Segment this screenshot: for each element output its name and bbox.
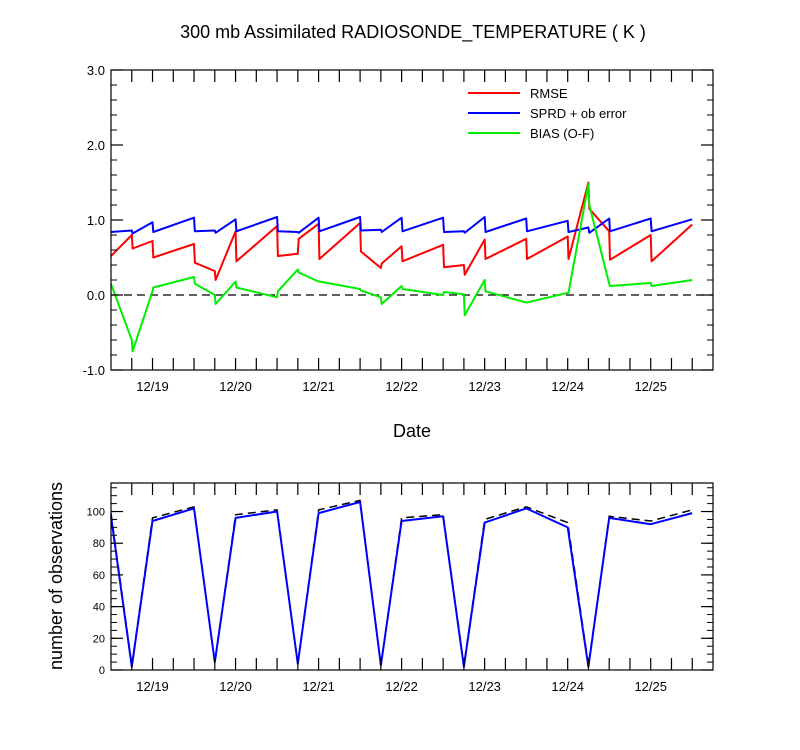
x-tick-label: 12/24 [551, 379, 584, 394]
x-tick-label: 12/24 [551, 679, 584, 694]
legend-label: RMSE [530, 86, 568, 101]
x-tick-label: 12/22 [385, 379, 418, 394]
x-tick-label: 12/21 [302, 379, 335, 394]
top-series-lines [110, 181, 693, 353]
bottom-plot-frame [110, 482, 714, 671]
y-tick-label: 20 [93, 633, 105, 645]
top-chart: 12/19 12/20 12/21 12/22 12/23 12/24 12/25 -1.0 0… [83, 63, 714, 441]
x-tick-label: 12/22 [385, 679, 418, 694]
legend-label: SPRD + ob error [530, 106, 627, 121]
x-tick-label: 12/23 [468, 379, 501, 394]
y-tick-label: 1.0 [87, 213, 105, 228]
x-tick-label: 12/20 [219, 679, 252, 694]
top-axis-ticks: 12/19 12/20 12/21 12/22 12/23 12/24 12/25 -1.0 0… [83, 63, 713, 394]
bottom-series-lines [110, 499, 693, 668]
y-tick-label: 60 [93, 570, 105, 582]
top-x-axis-label: Date [393, 421, 431, 441]
series-line-used [110, 501, 693, 668]
x-tick-label: 12/25 [634, 679, 667, 694]
y-tick-label: 40 [93, 602, 105, 614]
legend: RMSE SPRD + ob error BIAS (O-F) [468, 86, 627, 141]
legend-label: BIAS (O-F) [530, 126, 594, 141]
x-tick-label: 12/20 [219, 379, 252, 394]
x-tick-label: 12/19 [136, 679, 169, 694]
series-line-sprd-ob-error [110, 216, 693, 235]
y-tick-label: 0 [99, 665, 105, 677]
x-tick-label: 12/23 [468, 679, 501, 694]
chart-title: 300 mb Assimilated RADIOSONDE_TEMPERATUR… [180, 22, 646, 43]
series-line-bias-o-f [110, 183, 693, 353]
x-tick-label: 12/19 [136, 379, 169, 394]
x-tick-label: 12/21 [302, 679, 335, 694]
y-tick-label: 0.0 [87, 288, 105, 303]
bottom-y-axis-label: number of observations [46, 482, 66, 670]
y-tick-label: 3.0 [87, 63, 105, 78]
y-tick-label: 2.0 [87, 138, 105, 153]
bottom-chart: 12/19 12/20 12/21 12/22 12/23 12/24 12/25 0 20 40… [46, 482, 714, 694]
y-tick-label: -1.0 [83, 363, 105, 378]
x-tick-label: 12/25 [634, 379, 667, 394]
series-line-rmse [110, 181, 693, 281]
y-tick-label: 100 [87, 507, 105, 519]
y-tick-label: 80 [93, 538, 105, 550]
bottom-axis-ticks: 12/19 12/20 12/21 12/22 12/23 12/24 12/25 0 20 40… [87, 483, 713, 694]
